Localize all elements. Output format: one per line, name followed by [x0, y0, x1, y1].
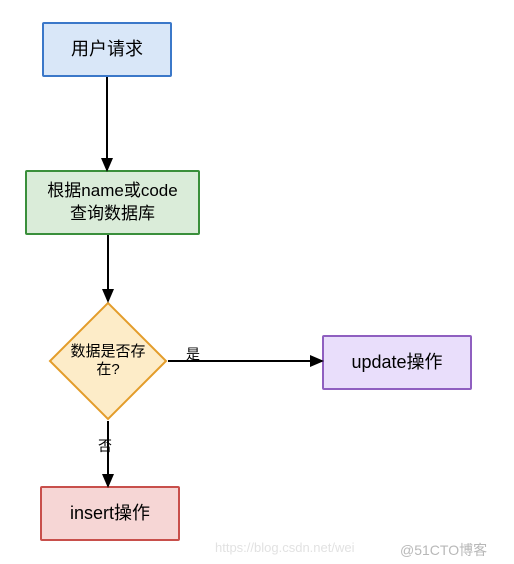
node-insert: insert操作: [40, 486, 180, 541]
watermark-right: @51CTO博客: [400, 540, 487, 560]
node-request-label: 用户请求: [71, 38, 143, 61]
node-decision-text: 数据是否存 在?: [70, 343, 145, 379]
node-decision: 数据是否存 在?: [66, 319, 150, 403]
node-insert-label: insert操作: [70, 502, 150, 525]
node-update-label: update操作: [351, 351, 442, 374]
node-query: 根据name或code 查询数据库: [25, 170, 200, 235]
node-request: 用户请求: [42, 22, 172, 77]
node-update: update操作: [322, 335, 472, 390]
edge-label-no: 否: [98, 436, 112, 456]
edges-layer: [0, 0, 514, 564]
edge-label-yes: 是: [186, 344, 200, 364]
node-decision-label: 数据是否存 在?: [66, 319, 150, 403]
node-query-label: 根据name或code 查询数据库: [47, 180, 177, 224]
watermark-left: https://blog.csdn.net/wei: [215, 540, 354, 555]
